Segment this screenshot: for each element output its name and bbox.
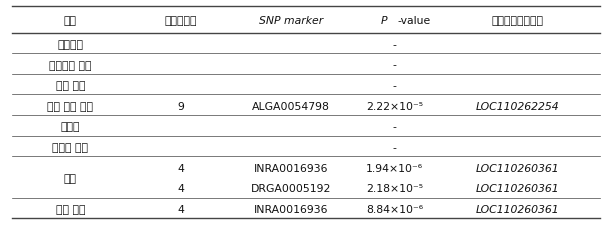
Text: INRA0016936: INRA0016936 (253, 204, 328, 214)
Text: LOC110262254: LOC110262254 (476, 101, 559, 111)
Text: -: - (393, 40, 397, 50)
Text: 활동 빈도: 활동 빈도 (56, 204, 85, 214)
Text: 사료 먹기 빈도: 사료 먹기 빈도 (47, 101, 94, 111)
Text: P: P (381, 16, 387, 26)
Text: DRGA0005192: DRGA0005192 (250, 183, 331, 194)
Text: 4: 4 (177, 163, 184, 173)
Text: -value: -value (398, 16, 431, 26)
Text: ALGA0054798: ALGA0054798 (252, 101, 330, 111)
Text: -: - (393, 81, 397, 91)
Text: SNP marker: SNP marker (259, 16, 323, 26)
Text: 미활동 빈도: 미활동 빈도 (53, 142, 88, 152)
Text: 4: 4 (177, 204, 184, 214)
Text: LOC110260361: LOC110260361 (476, 183, 559, 194)
Text: 물마시기: 물마시기 (58, 40, 83, 50)
Text: -: - (393, 60, 397, 70)
Text: 4: 4 (177, 183, 184, 194)
Text: 8.84×10⁻⁶: 8.84×10⁻⁶ (366, 204, 424, 214)
Text: 물마시기 빈도: 물마시기 빈도 (49, 60, 92, 70)
Text: 형질: 형질 (64, 16, 77, 26)
Text: -: - (393, 122, 397, 132)
Text: -: - (393, 142, 397, 152)
Text: 염색체번호: 염색체번호 (164, 16, 197, 26)
Text: 미활동: 미활동 (61, 122, 80, 132)
Text: 2.22×10⁻⁵: 2.22×10⁻⁵ (366, 101, 424, 111)
Text: 9: 9 (177, 101, 184, 111)
Text: 2.18×10⁻⁵: 2.18×10⁻⁵ (366, 183, 424, 194)
Text: LOC110260361: LOC110260361 (476, 204, 559, 214)
Text: 활동: 활동 (64, 173, 77, 183)
Text: 1.94×10⁻⁶: 1.94×10⁻⁶ (366, 163, 424, 173)
Text: LOC110260361: LOC110260361 (476, 163, 559, 173)
Text: 사료 먹기: 사료 먹기 (56, 81, 85, 91)
Text: 위치상후보유전자: 위치상후보유전자 (491, 16, 543, 26)
Text: INRA0016936: INRA0016936 (253, 163, 328, 173)
